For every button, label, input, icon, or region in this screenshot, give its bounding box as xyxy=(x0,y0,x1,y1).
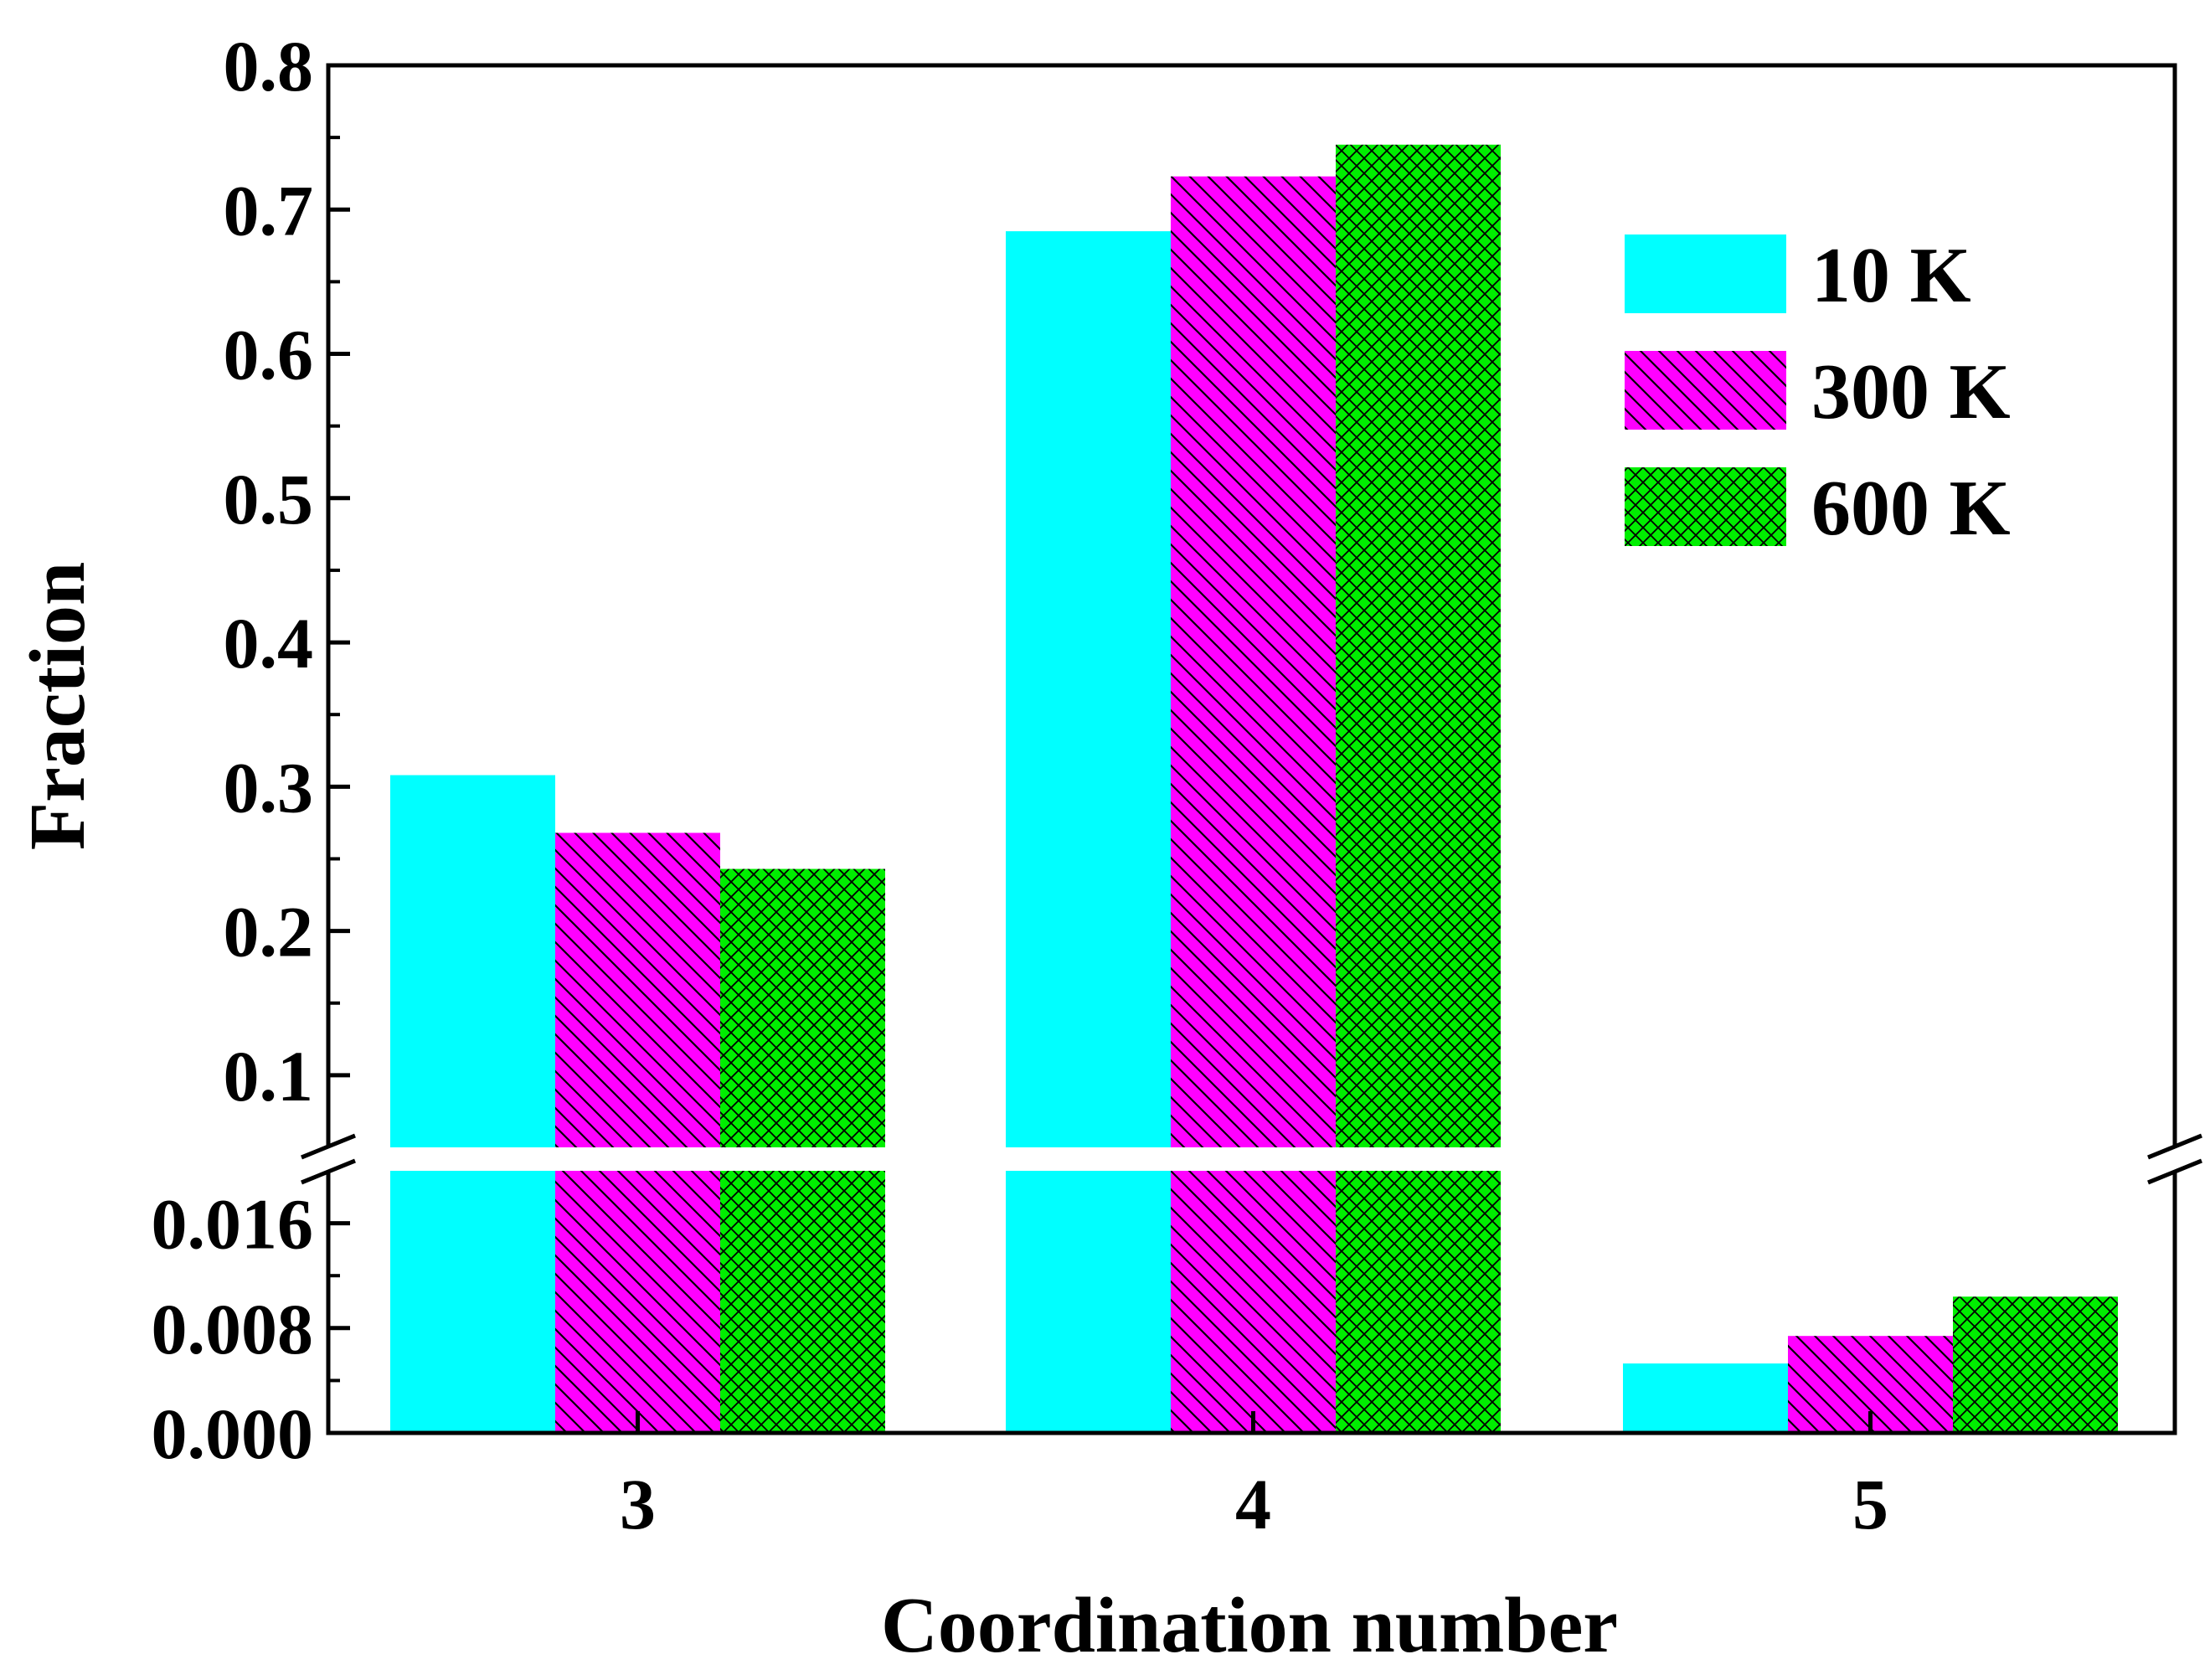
axes-group xyxy=(301,63,2202,1435)
y-ticks-group: 0.1 0.2 0.3 0.4 0.5 0.6 0.7 0.8 0.000 0.008 0.016 xyxy=(152,26,350,1474)
legend-swatch-600k xyxy=(1625,467,1786,546)
bar-10k-cn5 xyxy=(1623,1363,1788,1433)
x-tick-label-4: 4 xyxy=(1235,1464,1271,1544)
axis-break-gap xyxy=(330,1147,2173,1171)
y-tick-label-upper-3: 0.4 xyxy=(224,603,314,683)
y-tick-label-upper-6: 0.7 xyxy=(224,170,314,250)
y-tick-label-upper-4: 0.5 xyxy=(224,459,314,539)
bar-10k-cn3 xyxy=(390,775,555,1433)
break-gap-band xyxy=(330,1147,2173,1171)
legend-label-600k: 600 K xyxy=(1811,465,2011,552)
y-axis-title: Fraction xyxy=(14,562,101,851)
right-break-mark-upper xyxy=(2147,1133,2202,1160)
x-tick-label-3: 3 xyxy=(620,1464,656,1544)
legend-swatch-10k xyxy=(1625,234,1786,313)
legend-swatch-300k xyxy=(1625,351,1786,430)
y-tick-label-lower-0: 0.000 xyxy=(152,1394,314,1474)
y-tick-label-lower-1: 0.008 xyxy=(152,1289,314,1369)
legend-label-300k: 300 K xyxy=(1811,348,2011,435)
y-tick-label-upper-7: 0.8 xyxy=(224,26,314,106)
legend-label-10k: 10 K xyxy=(1811,232,1971,319)
bars-group xyxy=(390,144,2118,1433)
bar-300k-cn4 xyxy=(1171,176,1336,1433)
x-tick-label-5: 5 xyxy=(1852,1464,1888,1544)
bar-600k-cn5 xyxy=(1953,1296,2118,1433)
left-break-mark-lower xyxy=(301,1158,356,1185)
right-break-mark-lower xyxy=(2147,1158,2202,1185)
bar-300k-cn3 xyxy=(555,832,720,1433)
bar-600k-cn4 xyxy=(1336,144,1501,1433)
y-tick-label-lower-2: 0.016 xyxy=(152,1184,314,1265)
y-tick-label-upper-0: 0.1 xyxy=(224,1036,314,1116)
x-ticks-group: 3 4 5 xyxy=(620,1411,1888,1544)
x-axis-title: Coordination number xyxy=(881,1582,1618,1669)
bar-10k-cn4 xyxy=(1006,231,1171,1433)
y-tick-label-upper-1: 0.2 xyxy=(224,892,314,972)
y-tick-label-upper-2: 0.3 xyxy=(224,747,314,827)
legend: 10 K 300 K 600 K xyxy=(1625,232,2011,552)
left-break-mark-upper xyxy=(301,1133,356,1160)
y-tick-label-upper-5: 0.6 xyxy=(224,315,314,395)
